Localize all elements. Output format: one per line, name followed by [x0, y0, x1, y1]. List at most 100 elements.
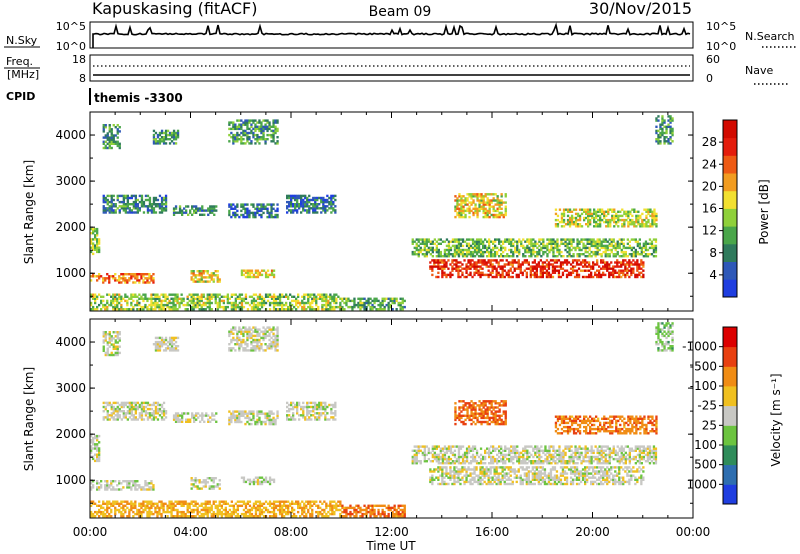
heatmap-cell [160, 506, 163, 510]
heatmap-cell [462, 201, 465, 204]
heatmap-cell [250, 211, 253, 215]
heatmap-cell [561, 261, 565, 264]
heatmap-cell [254, 508, 258, 512]
heatmap-cell [314, 198, 317, 202]
heatmap-cell [126, 303, 129, 307]
heatmap-cell [334, 418, 337, 421]
heatmap-cell [128, 209, 131, 212]
heatmap-cell [519, 265, 522, 268]
heatmap-cell [270, 207, 273, 210]
heatmap-cell [198, 487, 201, 490]
heatmap-cell [486, 246, 489, 250]
heatmap-cell [473, 240, 477, 243]
heatmap-cell [590, 244, 593, 248]
heatmap-cell [463, 240, 467, 243]
heatmap-cell [140, 273, 143, 276]
heatmap-cell [327, 299, 330, 303]
heatmap-cell [190, 305, 193, 309]
heatmap-cell [323, 308, 326, 311]
heatmap-cell [126, 299, 129, 303]
heatmap-cell [122, 196, 125, 200]
heatmap-cell [116, 405, 119, 409]
heatmap-cell [565, 261, 569, 264]
heatmap-cell [617, 214, 620, 218]
heatmap-cell [587, 212, 590, 216]
heatmap-cell [464, 201, 467, 204]
heatmap-cell [258, 301, 262, 305]
heatmap-cell [232, 508, 235, 512]
heatmap-cell [566, 220, 570, 224]
heatmap-cell [98, 488, 101, 491]
heatmap-cell [207, 420, 210, 423]
heatmap-cell [130, 303, 133, 307]
heatmap-cell [620, 242, 623, 245]
heatmap-cell [252, 414, 255, 417]
heatmap-cell [166, 133, 170, 137]
heatmap-cell [154, 140, 158, 143]
heatmap-cell [264, 140, 267, 143]
heatmap-cell [194, 297, 197, 300]
heatmap-cell [483, 261, 486, 264]
heatmap-cell [134, 275, 137, 278]
heatmap-cell [598, 253, 601, 256]
heatmap-cell [469, 271, 472, 274]
heatmap-cell [152, 211, 156, 214]
heatmap-cell [541, 265, 544, 268]
heatmap-cell [469, 238, 473, 241]
heatmap-cell [523, 259, 526, 262]
heatmap-cell [474, 211, 477, 215]
heatmap-cell [572, 240, 575, 243]
heatmap-cell [488, 209, 491, 213]
heatmap-cell [491, 271, 494, 274]
heatmap-cell [138, 416, 141, 419]
heatmap-cell [451, 244, 455, 248]
heatmap-cell [590, 271, 593, 274]
heatmap-cell [494, 213, 497, 217]
heatmap-cell [619, 214, 622, 218]
heatmap-cell [585, 212, 588, 216]
heatmap-cell [505, 263, 508, 266]
heatmap-cell [580, 212, 584, 216]
heatmap-cell [637, 210, 640, 213]
heatmap-cell [500, 255, 503, 258]
heatmap-cell [207, 207, 210, 210]
heatmap-cell [606, 269, 609, 272]
heatmap-cell [441, 261, 444, 264]
heatmap-cell [190, 502, 193, 505]
heatmap-cell [479, 248, 483, 252]
heatmap-cell [533, 275, 536, 279]
heatmap-cell [195, 205, 198, 208]
heatmap-cell [214, 485, 217, 488]
heatmap-cell [204, 301, 207, 305]
heatmap-cell [294, 405, 297, 409]
heatmap-cell [126, 480, 129, 483]
heatmap-cell [467, 250, 471, 254]
heatmap-cell [298, 403, 301, 407]
heatmap-cell [588, 240, 591, 243]
heatmap-cell [399, 308, 402, 311]
heatmap-cell [447, 248, 451, 252]
heatmap-cell [276, 142, 279, 145]
heatmap-cell [240, 412, 243, 415]
heatmap-cell [90, 308, 93, 311]
heatmap-cell [304, 203, 307, 206]
heatmap-cell [636, 259, 639, 262]
heatmap-cell [264, 416, 267, 420]
heatmap-cell [140, 275, 143, 278]
heatmap-cell [403, 305, 406, 309]
heatmap-cell [635, 214, 638, 218]
heatmap-cell [329, 500, 332, 503]
heatmap-cell [246, 269, 250, 272]
heatmap-cell [254, 207, 257, 210]
heatmap-cell [166, 295, 169, 298]
heatmap-cell [330, 200, 333, 204]
heatmap-cell [475, 244, 479, 248]
heatmap-cell [212, 481, 215, 484]
heatmap-cell [124, 508, 127, 512]
heatmap-cell [373, 297, 376, 300]
heatmap-cell [211, 418, 214, 421]
heatmap-cell [90, 515, 93, 518]
heatmap-cell [142, 405, 146, 409]
heatmap-cell [661, 117, 664, 120]
heatmap-cell [246, 478, 250, 481]
